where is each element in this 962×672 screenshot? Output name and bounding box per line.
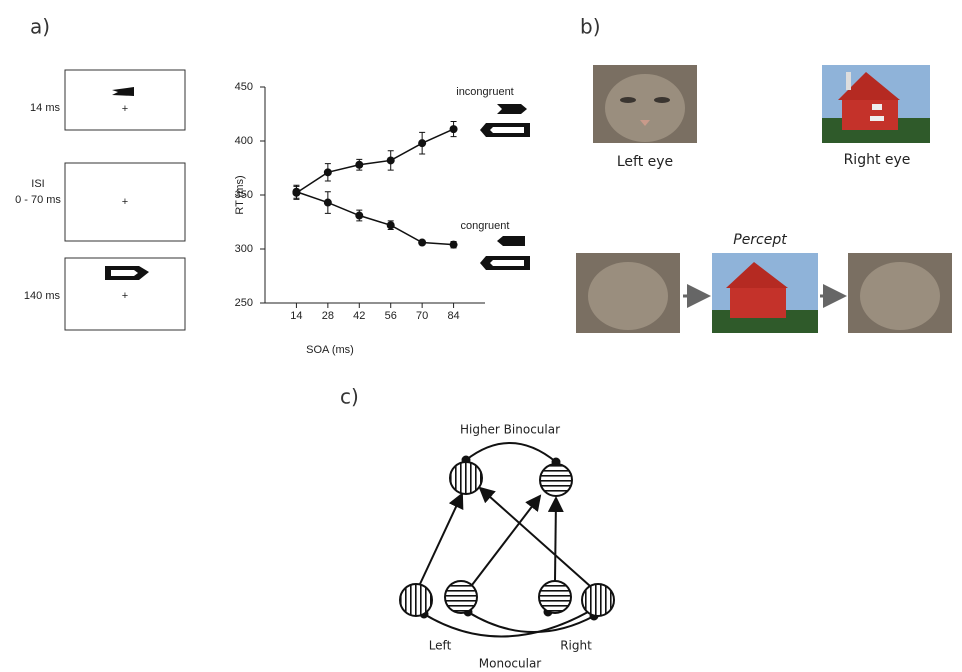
svg-text:+: +: [122, 290, 128, 302]
svg-text:+: +: [122, 103, 128, 115]
frame-icons: + + +: [105, 87, 149, 302]
series-label: congruent: [461, 220, 510, 232]
caption: Right eye: [844, 152, 911, 168]
point: [387, 156, 395, 164]
x-axis-label: SOA (ms): [306, 344, 354, 356]
point: [292, 188, 300, 196]
y-tick-label: 400: [235, 135, 253, 147]
point: [324, 199, 332, 207]
point: [355, 212, 363, 220]
frame-label: 14 ms: [30, 102, 60, 114]
caption: Left eye: [617, 154, 673, 170]
point: [355, 161, 363, 169]
point: [418, 239, 426, 247]
diagram: [400, 443, 614, 637]
series-line: [296, 129, 453, 193]
y-axis-label: RT (ms): [234, 175, 246, 214]
diagram-label: Monocular: [479, 657, 542, 671]
diagram-label: Left: [429, 639, 452, 653]
point: [450, 241, 458, 249]
legend-icons: [480, 104, 530, 270]
x-tick-label: 28: [322, 310, 334, 322]
frame-label: ISI: [31, 178, 44, 190]
x-tick-label: 56: [385, 310, 397, 322]
x-tick-label: 42: [353, 310, 365, 322]
house-image: [822, 65, 930, 143]
y-tick-label: 250: [235, 297, 253, 309]
panel-label: c): [340, 385, 359, 409]
svg-text:+: +: [122, 196, 128, 208]
x-tick-label: 84: [447, 310, 459, 322]
panel-label: a): [30, 15, 50, 39]
diagram-label: Right: [560, 639, 592, 653]
point: [324, 168, 332, 176]
point: [450, 125, 458, 133]
y-tick-label: 300: [235, 243, 253, 255]
series-label: incongruent: [456, 86, 514, 98]
figure: a) + + + 14 ms ISI 0 - 70 ms 140 ms 250 3…: [0, 0, 962, 672]
frame-label: 140 ms: [24, 290, 61, 302]
caption: Percept: [733, 232, 787, 248]
frame-label: 0 - 70 ms: [15, 194, 61, 206]
series-line: [296, 192, 453, 245]
cat-image: [593, 65, 697, 143]
panel-label: b): [580, 15, 601, 39]
x-tick-label: 70: [416, 310, 428, 322]
point: [387, 221, 395, 229]
y-tick-label: 450: [235, 81, 253, 93]
point: [418, 139, 426, 147]
x-tick-label: 14: [290, 310, 302, 322]
percept-row: [576, 253, 952, 333]
diagram-label: Higher Binocular: [460, 423, 560, 437]
